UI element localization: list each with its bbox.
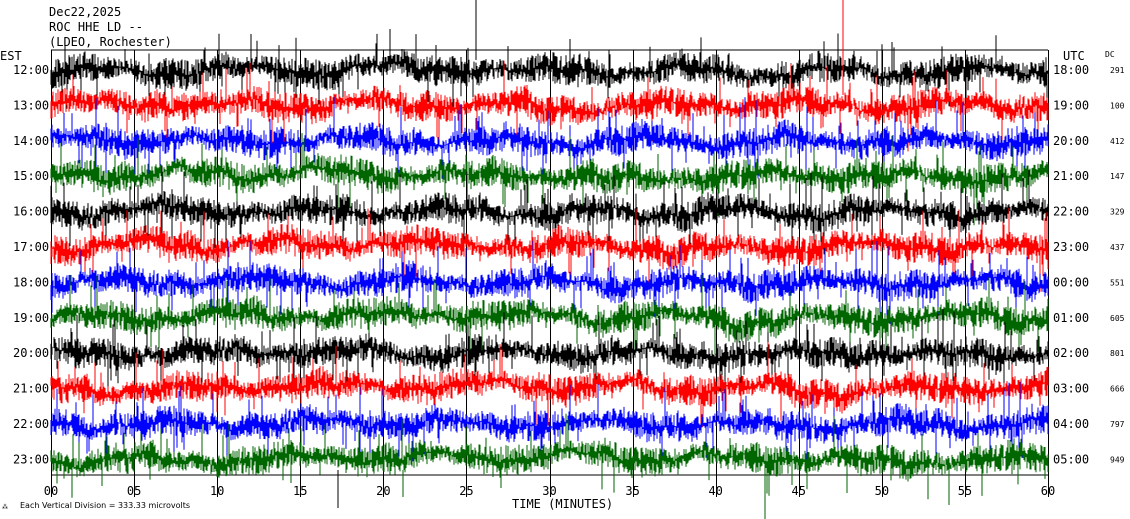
trace-row-20:00 bbox=[50, 308, 1049, 396]
trace-row-16:00 bbox=[50, 165, 1049, 255]
utc-hour-label: 03:00 bbox=[1053, 382, 1089, 396]
dc-value: 100 bbox=[1110, 101, 1125, 110]
est-hour-label: 15:00 bbox=[13, 169, 49, 183]
est-hour-label: 17:00 bbox=[13, 240, 49, 254]
est-hour-label: 12:00 bbox=[13, 63, 49, 77]
trace-row-22:00 bbox=[50, 381, 1049, 465]
est-hour-label: 23:00 bbox=[13, 452, 49, 466]
x-tick-label: 35 bbox=[625, 484, 639, 498]
x-tick-label: 10 bbox=[210, 484, 224, 498]
dc-value: 291 bbox=[1110, 66, 1125, 75]
est-hour-label: 13:00 bbox=[13, 98, 49, 112]
est-hour-label: 14:00 bbox=[13, 134, 49, 148]
est-hour-label: 20:00 bbox=[13, 346, 49, 360]
utc-hour-label: 04:00 bbox=[1053, 417, 1089, 431]
x-tick-label: 50 bbox=[875, 484, 889, 498]
trace-row-18:00 bbox=[50, 240, 1049, 325]
x-tick-label: 55 bbox=[958, 484, 972, 498]
header-location: (LDEO, Rochester) bbox=[49, 35, 172, 49]
utc-axis-label: UTC bbox=[1063, 49, 1085, 63]
trace-row-13:00 bbox=[50, 60, 1049, 152]
dc-value: 551 bbox=[1110, 278, 1125, 287]
x-tick-label: 45 bbox=[792, 484, 806, 498]
x-tick-label: 60 bbox=[1041, 484, 1055, 498]
x-tick-label: 00 bbox=[44, 484, 58, 498]
trace-row-21:00 bbox=[50, 342, 1049, 428]
dc-value: 801 bbox=[1110, 349, 1125, 358]
est-hour-label: 22:00 bbox=[13, 417, 49, 431]
est-axis-label: EST bbox=[0, 49, 22, 63]
utc-hour-label: 00:00 bbox=[1053, 275, 1089, 289]
x-tick-label: 20 bbox=[376, 484, 390, 498]
header-station: ROC HHE LD -- bbox=[49, 20, 143, 34]
seismic-traces bbox=[50, 0, 1049, 519]
trace-row-12:00 bbox=[50, 29, 1049, 113]
est-hour-label: 18:00 bbox=[13, 275, 49, 289]
header-date: Dec22,2025 bbox=[49, 5, 121, 19]
x-axis-label: TIME (MINUTES) bbox=[512, 497, 613, 511]
trace-row-15:00 bbox=[50, 133, 1049, 226]
utc-hour-label: 23:00 bbox=[1053, 240, 1089, 254]
dc-offset-values: 291 100 412 147 329 437 551 605 801 666 797 949 bbox=[1110, 66, 1125, 464]
x-tick-labels: 00 05 10 15 20 25 30 35 40 45 50 55 60 bbox=[44, 484, 1055, 498]
x-tick-label: 40 bbox=[708, 484, 722, 498]
est-hour-labels: 12:00 13:00 14:00 15:00 16:00 17:00 18:00 19:00… bbox=[13, 63, 49, 466]
dc-value: 797 bbox=[1110, 420, 1125, 429]
x-tick-label: 30 bbox=[542, 484, 556, 498]
est-hour-label: 21:00 bbox=[13, 382, 49, 396]
utc-hour-label: 20:00 bbox=[1053, 134, 1089, 148]
utc-hour-label: 18:00 bbox=[1053, 63, 1089, 77]
x-tick-label: 05 bbox=[127, 484, 141, 498]
dc-value: 949 bbox=[1110, 455, 1125, 464]
dc-value: 437 bbox=[1110, 243, 1125, 252]
utc-hour-label: 21:00 bbox=[1053, 169, 1089, 183]
utc-hour-label: 19:00 bbox=[1053, 98, 1089, 112]
utc-hour-label: 22:00 bbox=[1053, 205, 1089, 219]
est-hour-label: 19:00 bbox=[13, 311, 49, 325]
utc-hour-labels: 18:00 19:00 20:00 21:00 22:00 23:00 00:00 01:00… bbox=[1053, 63, 1089, 466]
dc-value: 329 bbox=[1110, 208, 1125, 217]
dc-value: 412 bbox=[1110, 137, 1125, 146]
dc-value: 147 bbox=[1110, 172, 1125, 181]
x-tick-label: 25 bbox=[459, 484, 473, 498]
x-tick-label: 15 bbox=[293, 484, 307, 498]
trace-row-17:00 bbox=[50, 207, 1049, 292]
dc-value: 666 bbox=[1110, 385, 1125, 394]
vertical-division-note: Each Vertical Division = 333.33 microvol… bbox=[20, 501, 190, 510]
utc-hour-label: 02:00 bbox=[1053, 346, 1089, 360]
footer-logo-mark: ⁂ bbox=[2, 504, 8, 511]
est-hour-label: 16:00 bbox=[13, 205, 49, 219]
trace-row-23:00 bbox=[50, 413, 1049, 500]
dc-value: 605 bbox=[1110, 314, 1125, 323]
trace-row-19:00 bbox=[50, 274, 1049, 355]
dc-column-label: DC bbox=[1105, 50, 1115, 59]
trace-row-14:00 bbox=[50, 96, 1049, 182]
utc-hour-label: 05:00 bbox=[1053, 452, 1089, 466]
utc-hour-label: 01:00 bbox=[1053, 311, 1089, 325]
